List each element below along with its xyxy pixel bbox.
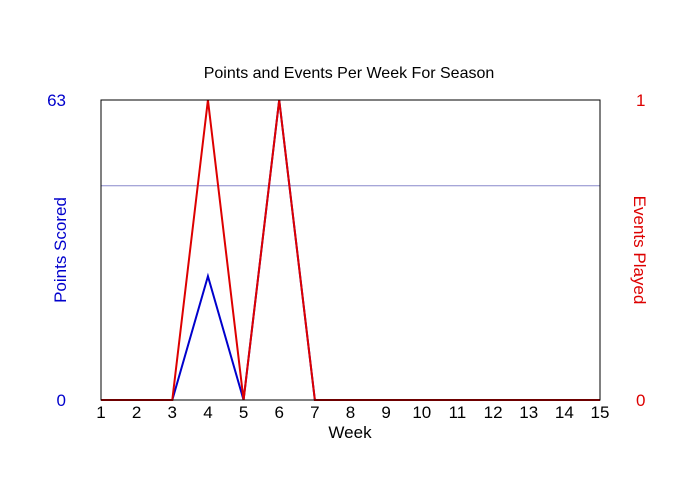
- y-left-tick-label: 0: [57, 391, 66, 410]
- chart-title: Points and Events Per Week For Season: [204, 65, 495, 82]
- y-right-tick-label: 0: [636, 391, 645, 410]
- x-tick-label: 4: [203, 403, 212, 422]
- y-left-tick-label: 63: [47, 91, 66, 110]
- x-tick-label: 10: [412, 403, 431, 422]
- x-tick-label: 3: [168, 403, 177, 422]
- y-right-tick-label: 1: [636, 91, 645, 110]
- x-tick-label: 2: [132, 403, 141, 422]
- x-tick-label: 9: [381, 403, 390, 422]
- x-tick-label: 11: [449, 403, 467, 422]
- x-tick-label: 12: [484, 403, 503, 422]
- x-axis-label: Week: [328, 423, 372, 442]
- y-left-tick-labels: 0 63: [47, 91, 66, 410]
- x-tick-label: 14: [555, 403, 574, 422]
- x-tick-label: 1: [96, 403, 105, 422]
- plot-frame: [100, 99, 601, 401]
- x-tick-labels: 1 2 3 4 5 6 7 8 9 10 11 12 13 14 15: [96, 403, 609, 422]
- y-right-tick-labels: 01: [636, 91, 645, 410]
- y-right-axis-label: Events Played: [630, 196, 649, 305]
- x-tick-label: 8: [346, 403, 355, 422]
- x-tick-label: 5: [239, 403, 248, 422]
- x-tick-label: 7: [310, 403, 319, 422]
- y-left-axis-label: Points Scored: [51, 197, 70, 303]
- x-tick-label: 13: [519, 403, 538, 422]
- x-tick-label: 6: [274, 403, 283, 422]
- x-tick-label: 15: [591, 403, 610, 422]
